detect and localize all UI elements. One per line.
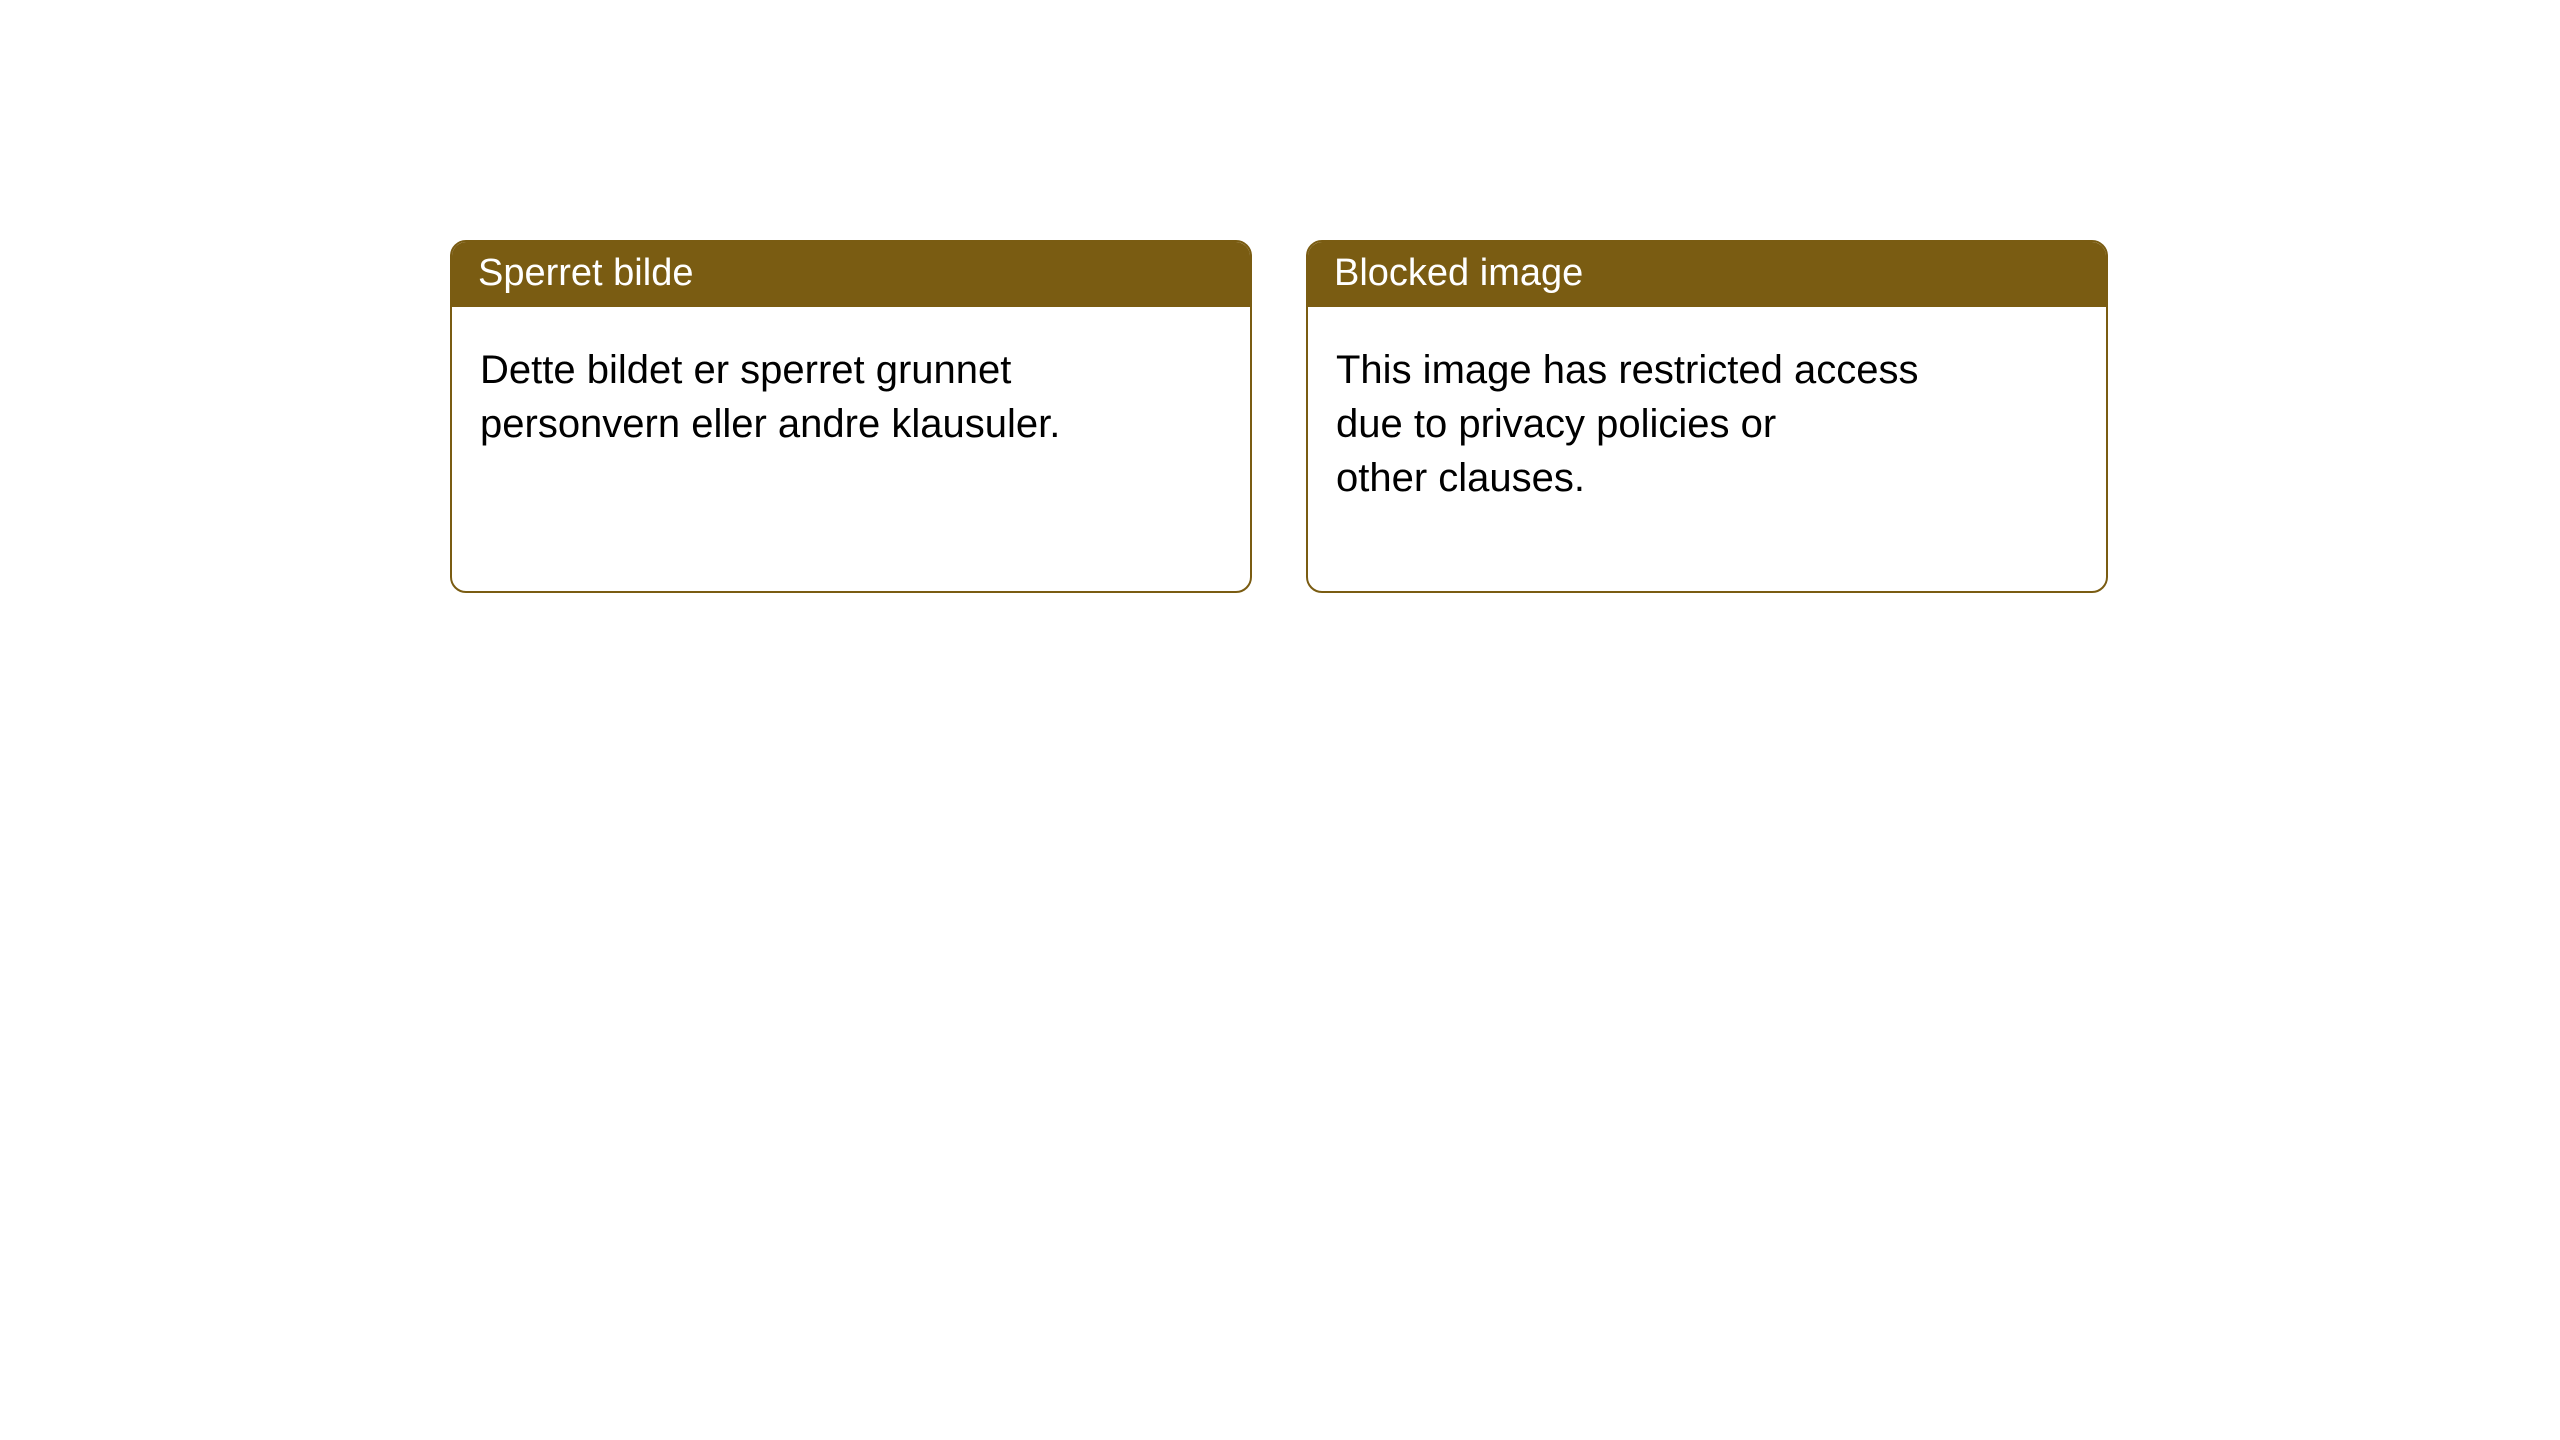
notice-card-english: Blocked image This image has restricted … [1306,240,2108,593]
notice-card-norwegian: Sperret bilde Dette bildet er sperret gr… [450,240,1252,593]
card-header-english: Blocked image [1308,242,2106,307]
body-line: Dette bildet er sperret grunnet [480,343,1222,397]
body-line: This image has restricted access [1336,343,2078,397]
body-line: due to privacy policies or [1336,397,2078,451]
card-header-norwegian: Sperret bilde [452,242,1250,307]
notice-cards-container: Sperret bilde Dette bildet er sperret gr… [450,240,2108,593]
card-body-norwegian: Dette bildet er sperret grunnet personve… [452,307,1250,537]
card-body-english: This image has restricted access due to … [1308,307,2106,591]
body-line: other clauses. [1336,451,2078,505]
body-line: personvern eller andre klausuler. [480,397,1222,451]
